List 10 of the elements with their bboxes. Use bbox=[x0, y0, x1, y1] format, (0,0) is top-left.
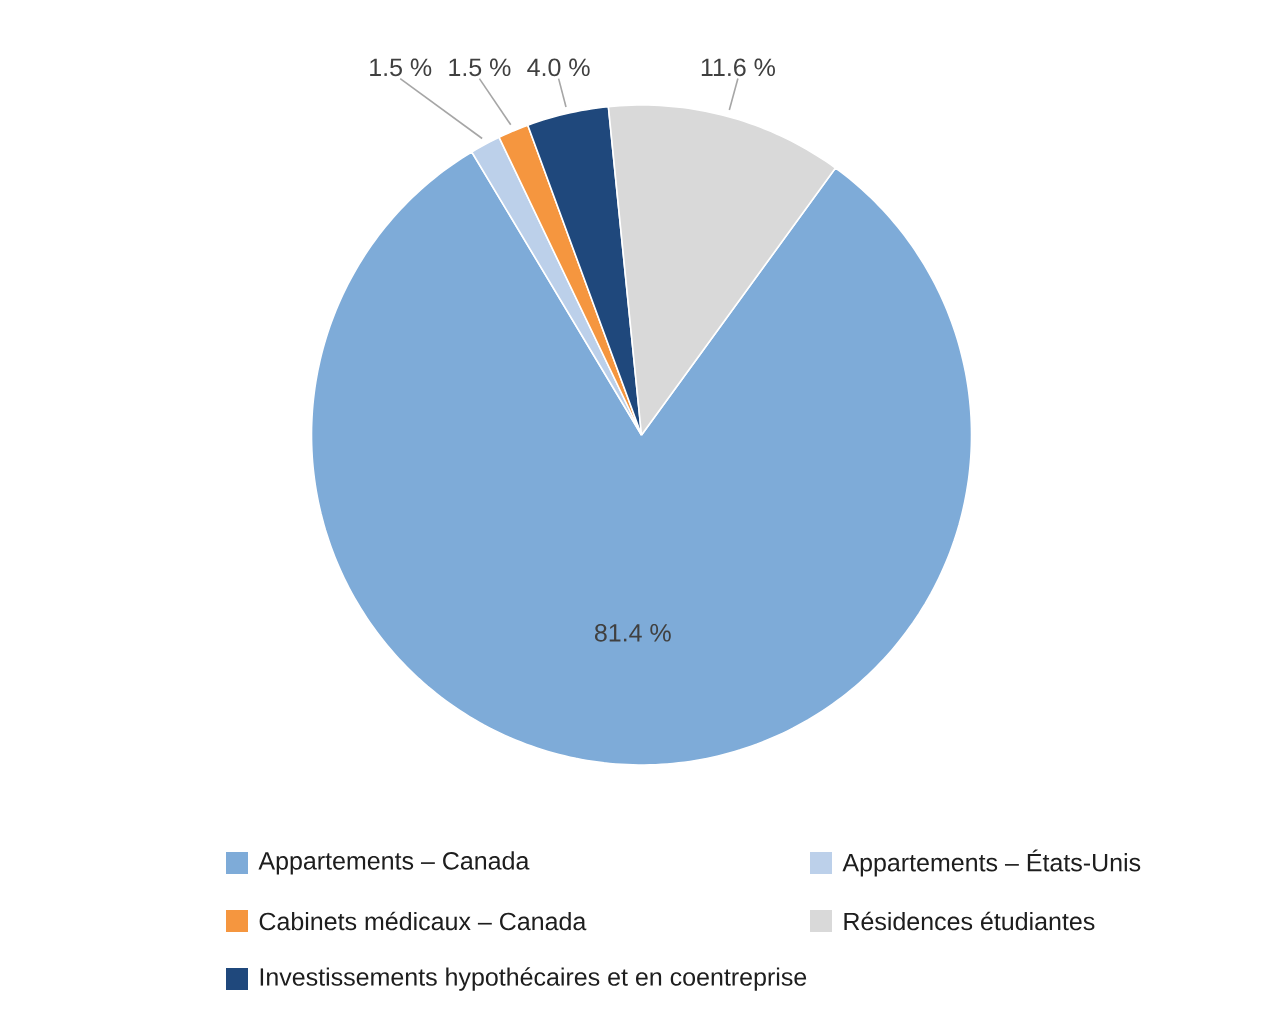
legend-label: Résidences étudiantes bbox=[844, 911, 1095, 931]
legend-label: Cabinets médicaux – Canada bbox=[259, 911, 587, 931]
data-label: 81.4 % bbox=[594, 623, 671, 642]
data-label: 11.6 % bbox=[701, 58, 775, 77]
data-label: 1.5 % bbox=[370, 58, 432, 77]
data-label: 4.0 % bbox=[527, 58, 590, 77]
legend-label: Appartements – Canada bbox=[258, 851, 530, 875]
legend-label: Investissements hypothécaires et en coentreprise bbox=[260, 967, 807, 991]
legend-label: Appartements – États-Unis bbox=[842, 849, 1141, 877]
data-label: 1.5 % bbox=[449, 58, 511, 77]
